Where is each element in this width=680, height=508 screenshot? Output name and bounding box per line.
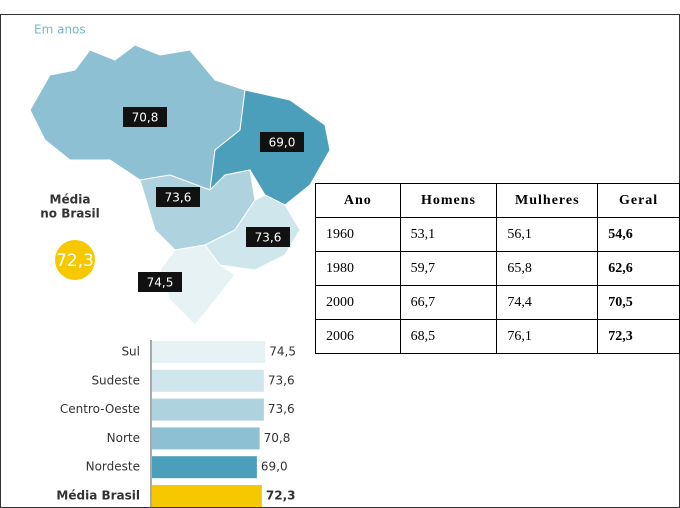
map-label-box <box>260 132 304 152</box>
table-cell: 1980 <box>315 251 401 286</box>
table-cell: 76,1 <box>496 319 599 354</box>
table-row: 2006 68,5 76,1 72,3 <box>315 319 680 354</box>
table-cell: 72,3 <box>597 319 680 354</box>
average-badge <box>55 240 95 280</box>
table-cell: 1960 <box>315 217 401 252</box>
header-row: Ano Homens Mulheres Geral <box>315 183 680 218</box>
table-cell: 74,4 <box>496 285 599 320</box>
value-label: 70,8 <box>264 431 291 445</box>
unit-label: Em anos <box>34 23 86 37</box>
bar <box>152 456 257 479</box>
table-cell: 2006 <box>315 319 401 354</box>
table-cell: 56,1 <box>496 217 599 252</box>
value-label: 74,5 <box>269 345 296 359</box>
value-label: 73,6 <box>268 402 295 416</box>
map-label: 74,5 <box>147 276 174 290</box>
map-label-box <box>123 107 167 127</box>
table-cell: 54,6 <box>597 217 680 252</box>
table-row: 1960 53,1 56,1 54,6 <box>315 217 680 252</box>
category-label: Norte <box>107 431 140 445</box>
table-cell: 53,1 <box>399 217 498 252</box>
map-label: 73,6 <box>255 231 282 245</box>
table-row: 2000 66,7 74,4 70,5 <box>315 285 680 320</box>
map-label: 70,8 <box>132 111 159 125</box>
bar <box>152 398 264 421</box>
header-cell: Homens <box>399 183 498 218</box>
map-label-box <box>156 187 200 207</box>
map-label-box <box>246 227 290 247</box>
bar <box>152 369 264 392</box>
category-label: Sudeste <box>91 373 140 387</box>
header-cell: Geral <box>597 183 680 218</box>
category-label: Nordeste <box>86 460 140 474</box>
table-cell: 66,7 <box>399 285 498 320</box>
bar <box>152 427 260 450</box>
map-label-box <box>138 272 182 292</box>
map-label: 69,0 <box>269 136 296 150</box>
value-label: 72,3 <box>266 489 296 503</box>
average-label: Média <box>50 193 91 207</box>
average-label: no Brasil <box>40 207 100 221</box>
table-cell: 2000 <box>315 285 401 320</box>
table-cell: 68,5 <box>399 319 498 354</box>
category-label: Média Brasil <box>56 489 140 503</box>
category-label: Sul <box>121 345 140 359</box>
table-cell: 59,7 <box>399 251 498 286</box>
table-row: 1980 59,7 65,8 62,6 <box>315 251 680 286</box>
bar <box>152 341 266 363</box>
header-cell: Mulheres <box>496 183 599 218</box>
value-label: 73,6 <box>268 373 295 387</box>
table-cell: 62,6 <box>597 251 680 286</box>
average-value: 72,3 <box>56 251 94 271</box>
category-label: Centro-Oeste <box>60 402 140 416</box>
header-cell: Ano <box>315 183 401 218</box>
map-label: 73,6 <box>165 191 192 205</box>
table-cell: 70,5 <box>597 285 680 320</box>
bar <box>152 485 262 507</box>
table-cell: 65,8 <box>496 251 599 286</box>
value-label: 69,0 <box>261 460 288 474</box>
data-table: Ano Homens Mulheres Geral 1960 53,1 56,1 54,6 19… <box>315 183 680 354</box>
